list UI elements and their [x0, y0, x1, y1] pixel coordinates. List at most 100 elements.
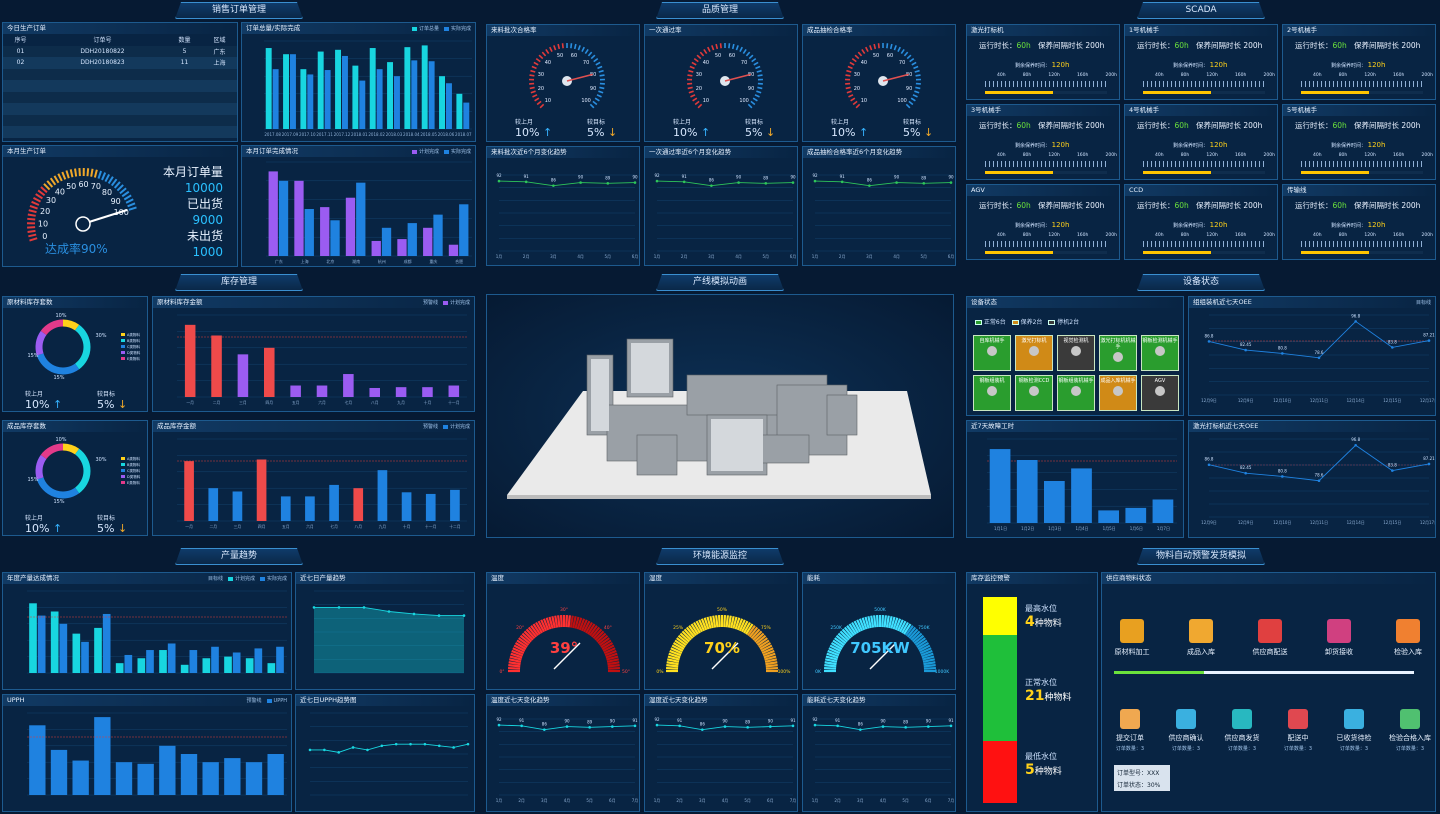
runtime-bar — [1301, 171, 1423, 174]
gauge-tick — [734, 617, 741, 630]
order-step[interactable]: 已收货待检 订单数量：3 — [1328, 709, 1380, 752]
gauge-tick — [827, 649, 840, 657]
equipment-tile[interactable]: 成品入库机械手 — [1099, 375, 1137, 411]
flow-step[interactable]: 供应商配送 — [1244, 619, 1296, 657]
data-label: 91 — [840, 174, 846, 179]
scada-card[interactable]: AGV 运行时长：60h 保养间隔时长 200h 剩余保养时间： 120h 40… — [966, 184, 1120, 260]
legend-swatch — [121, 457, 125, 460]
bar — [264, 347, 275, 397]
order-step[interactable]: 供应商确认 订单数量：3 — [1160, 709, 1212, 752]
scada-card[interactable]: 5号机械手 运行时长：60h 保养间隔时长 200h 剩余保养时间： 120h … — [1282, 104, 1436, 180]
gauge-tick — [906, 54, 912, 60]
gauge-tick-label: 30 — [538, 72, 544, 78]
order-step-label: 供应商发货 — [1224, 734, 1260, 742]
line-animation-view[interactable] — [486, 294, 954, 538]
equipment-tile[interactable]: 视觉检测机 — [1057, 335, 1095, 371]
gauge-tick — [903, 623, 912, 635]
gauge-tick — [551, 615, 556, 629]
table-row[interactable]: 02 DDH20180823 11 上海 — [3, 57, 237, 69]
equipment-tile[interactable]: 钢板检测CCD — [1015, 375, 1053, 411]
orders-table: 序号 订单号 数量 区域 01 DDH20180822 5 广东 02 DDH20180823… — [3, 34, 237, 138]
gauge-tick — [703, 48, 708, 55]
panel-title: 原材料库存金额 — [153, 297, 474, 308]
gauge-tick — [719, 43, 722, 49]
equipment-tile[interactable]: 激光打标机 — [1015, 335, 1053, 371]
equipment-tile[interactable]: 钢板组装机 — [973, 375, 1011, 411]
gauge-tick — [519, 634, 531, 645]
equipment-tile[interactable]: 自库机械手 — [973, 335, 1011, 371]
gauge-tick — [828, 647, 841, 655]
legend-target: 目标线 — [1415, 300, 1431, 306]
order-step[interactable]: 配送中 订单数量：3 — [1272, 709, 1324, 752]
gauge-needle — [711, 642, 739, 670]
scale-label: 200h — [1263, 153, 1275, 158]
x-tick-label: 6月 — [767, 798, 774, 803]
gauge-tick — [599, 86, 605, 90]
scale-label: 120h — [1364, 233, 1376, 238]
col-header: 序号 — [14, 37, 27, 45]
bar — [463, 102, 470, 129]
gauge-tick — [671, 644, 684, 653]
run-label: 运行时长： — [1137, 41, 1175, 50]
order-count: 订单数量：3 — [1171, 746, 1201, 752]
gauge-tick — [27, 217, 36, 221]
gauge-tick — [900, 48, 905, 55]
x-tick-label: 1月5日 — [1103, 526, 1116, 531]
equipment-tile[interactable]: 激光打标机机械手 — [1099, 335, 1137, 371]
equipment-tile[interactable]: 钢板检测机械手 — [1141, 335, 1179, 371]
bar — [232, 491, 243, 521]
flow-step[interactable]: 原材料加工 — [1106, 619, 1158, 657]
data-point — [524, 180, 528, 184]
gauge-tick — [600, 639, 612, 648]
gauge-tick-label: 50 — [873, 53, 879, 59]
scada-card[interactable]: 传输线 运行时长：60h 保养间隔时长 200h 剩余保养时间： 120h 40… — [1282, 184, 1436, 260]
scale-label: 80h — [1180, 233, 1190, 238]
bar — [59, 623, 68, 673]
data-point — [840, 180, 844, 184]
scada-card[interactable]: 1号机械手 运行时长：60h 保养间隔时长 200h 剩余保养时间： 120h … — [1124, 24, 1278, 100]
bar — [208, 488, 219, 521]
gauge-tick-label: 750K — [918, 625, 931, 631]
scale-label: 40h — [997, 153, 1006, 158]
scada-card[interactable]: 2号机械手 运行时长：60h 保养间隔时长 200h 剩余保养时间： 120h … — [1282, 24, 1436, 100]
legend-swatch — [121, 339, 125, 342]
order-count: 订单数量：3 — [1227, 746, 1257, 752]
gauge-tick — [121, 190, 130, 198]
order-step[interactable]: 供应商发货订单数量：3 — [1216, 709, 1268, 752]
gauge-tick-label: 20° — [516, 625, 524, 631]
x-tick-label: 1月 — [812, 254, 819, 259]
x-tick-label: 6月 — [948, 254, 955, 259]
run-label: 运行时长： — [1137, 121, 1175, 130]
bar — [37, 615, 46, 673]
scada-card[interactable]: 3号机械手 运行时长：60h 保养间隔时长 200h 剩余保养时间： 120h … — [966, 104, 1120, 180]
gauge-tick — [587, 623, 596, 635]
gauge-tick — [825, 655, 838, 661]
scada-card[interactable]: CCD 运行时长：60h 保养间隔时长 200h 剩余保养时间： 120h 40… — [1124, 184, 1278, 260]
order-step[interactable]: 提交订单 订单数量：3 — [1104, 709, 1156, 752]
scada-card[interactable]: 4号机械手 运行时长：60h 保养间隔时长 200h 剩余保养时间： 120h … — [1124, 104, 1278, 180]
gauge-tick — [697, 103, 703, 109]
x-tick-label: 12月9日 — [1238, 398, 1254, 403]
scada-card[interactable]: 激光打标机 运行时长：60h 保养间隔时长 200h 剩余保养时间： 120h … — [966, 24, 1120, 100]
gauge-tick — [119, 187, 127, 195]
normal-value: 21 — [1025, 688, 1045, 704]
gauge-tick — [837, 632, 849, 643]
order-step[interactable]: 检验合格入库 订单数量：3 — [1384, 709, 1435, 752]
quality-gauge-panel: 成品抽检合格率 10 20 30 40 50 60 70 80 90 100 较上月 10% ↑ 较… — [802, 24, 956, 142]
x-tick-label: 北京 — [326, 258, 334, 264]
order-step-label: 提交订单 — [1116, 734, 1144, 742]
flow-step[interactable]: 成品入库 — [1175, 619, 1227, 657]
equipment-tile[interactable]: AGV — [1141, 375, 1179, 411]
robot-icon — [1113, 386, 1123, 396]
bar — [1152, 499, 1174, 523]
flow-step[interactable]: 卸货接收 — [1313, 619, 1365, 657]
order-step-label: 检验合格入库 — [1389, 734, 1431, 742]
data-point — [1354, 320, 1357, 323]
gauge-tick — [597, 634, 609, 645]
gauge-tick — [602, 644, 615, 653]
gauge-tick — [873, 43, 877, 50]
flow-step[interactable]: 检验入库 — [1382, 619, 1434, 657]
equipment-tile[interactable]: 钢板组装机械手 — [1057, 375, 1095, 411]
table-row[interactable]: 01 DDH20180822 5 广东 — [3, 45, 237, 57]
